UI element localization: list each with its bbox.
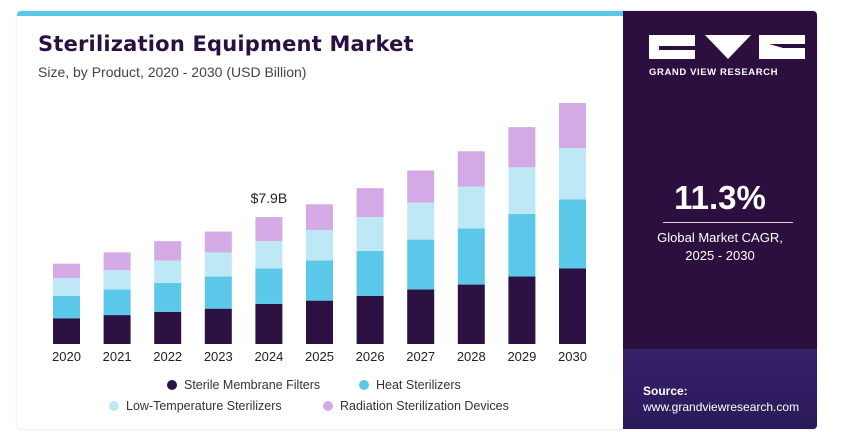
x-tick-label: 2029 — [507, 349, 536, 364]
cagr-label-line2: 2025 - 2030 — [685, 248, 755, 263]
bar-segment-2021-sterile-membrane-filters — [103, 315, 131, 344]
bar-segment-2024-radiation-sterilization-devices — [255, 217, 283, 242]
bar-segment-2027-low-temperature-sterilizers — [407, 202, 435, 240]
bar-segment-2026-heat-sterilizers — [356, 250, 384, 296]
bar-segment-2026-low-temperature-sterilizers — [356, 217, 384, 251]
bar-segment-2027-radiation-sterilization-devices — [407, 170, 435, 203]
bar-segment-2023-low-temperature-sterilizers — [204, 252, 232, 277]
logo-cutout-right — [769, 44, 805, 48]
bar-segment-2022-heat-sterilizers — [154, 282, 182, 312]
bar-segment-2022-radiation-sterilization-devices — [154, 241, 182, 261]
bar-segment-2024-sterile-membrane-filters — [255, 303, 283, 344]
x-tick-label: 2026 — [356, 349, 385, 364]
bar-segment-2030-heat-sterilizers — [559, 199, 586, 269]
brand-name: GRAND VIEW RESEARCH — [649, 67, 779, 78]
bar-segment-2028-low-temperature-sterilizers — [457, 186, 485, 229]
x-tick-label: 2028 — [457, 349, 486, 364]
bar-segment-2021-low-temperature-sterilizers — [103, 270, 131, 290]
bar-segment-2028-radiation-sterilization-devices — [457, 151, 485, 187]
x-tick-label: 2022 — [153, 349, 182, 364]
bar-segment-2028-sterile-membrane-filters — [457, 284, 485, 344]
bar-segment-2029-low-temperature-sterilizers — [508, 167, 536, 214]
cagr-divider — [663, 222, 793, 223]
x-tick-label: 2021 — [103, 349, 132, 364]
data-label-annotation: $7.9B — [251, 190, 288, 206]
legend-item-sterile-membrane-filters: Sterile Membrane Filters — [167, 378, 320, 392]
bar-segment-2020-sterile-membrane-filters — [53, 318, 80, 344]
bar-segment-2022-low-temperature-sterilizers — [154, 260, 182, 283]
source-link[interactable]: www.grandviewresearch.com — [643, 400, 800, 414]
x-tick-label: 2027 — [406, 349, 435, 364]
top-accent-bar — [17, 11, 623, 16]
bar-segment-2022-sterile-membrane-filters — [154, 311, 182, 344]
bar-segment-2024-heat-sterilizers — [255, 268, 283, 304]
logo-chevron — [705, 35, 751, 59]
source-title: Source: — [643, 384, 688, 398]
bar-segment-2028-heat-sterilizers — [457, 228, 485, 285]
legend-swatch — [167, 380, 177, 390]
legend-swatch — [323, 401, 333, 411]
legend-item-low-temperature-sterilizers: Low-Temperature Sterilizers — [109, 399, 282, 413]
bar-segment-2023-heat-sterilizers — [204, 276, 232, 309]
bar-segment-2030-sterile-membrane-filters — [559, 268, 586, 344]
x-tick-label: 2030 — [558, 349, 587, 364]
bar-segment-2029-sterile-membrane-filters — [508, 276, 536, 344]
legend-label: Low-Temperature Sterilizers — [126, 399, 282, 413]
bar-segment-2020-low-temperature-sterilizers — [53, 278, 80, 296]
cagr-label: Global Market CAGR, 2025 - 2030 — [623, 229, 817, 265]
chart-title: Sterilization Equipment Market — [38, 32, 414, 56]
cagr-label-line1: Global Market CAGR, — [657, 230, 783, 245]
bar-segment-2027-sterile-membrane-filters — [407, 289, 435, 344]
source-band — [623, 349, 817, 429]
bar-segment-2030-radiation-sterilization-devices — [559, 103, 586, 149]
bar-segment-2024-low-temperature-sterilizers — [255, 241, 283, 269]
legend-swatch — [109, 401, 119, 411]
logo-cutout — [659, 46, 695, 50]
legend-label: Sterile Membrane Filters — [184, 378, 321, 392]
bar-segment-2023-radiation-sterilization-devices — [204, 231, 232, 253]
legend-item-heat-sterilizers: Heat Sterilizers — [359, 378, 461, 392]
bar-segment-2025-sterile-membrane-filters — [306, 300, 333, 344]
bar-segment-2023-sterile-membrane-filters — [204, 308, 232, 344]
legend-swatch — [359, 380, 369, 390]
chart-subtitle: Size, by Product, 2020 - 2030 (USD Billi… — [38, 64, 307, 80]
bar-segment-2025-low-temperature-sterilizers — [306, 229, 333, 261]
x-tick-label: 2023 — [204, 349, 233, 364]
bar-segment-2026-sterile-membrane-filters — [356, 295, 384, 344]
bar-segment-2021-heat-sterilizers — [103, 289, 131, 316]
legend-label: Heat Sterilizers — [376, 378, 461, 392]
chart-card: Sterilization Equipment Market Size, by … — [17, 11, 817, 429]
bar-segment-2030-low-temperature-sterilizers — [559, 148, 586, 200]
bar-segment-2026-radiation-sterilization-devices — [356, 188, 384, 218]
x-tick-label: 2025 — [305, 349, 334, 364]
legend-label: Radiation Sterilization Devices — [340, 399, 509, 413]
x-tick-label: 2020 — [52, 349, 81, 364]
bar-chart: 2020 2021 2022 2023 2024 $7.9B 2025 2026 2027 202… — [52, 103, 587, 364]
bar-segment-2025-heat-sterilizers — [306, 260, 333, 301]
bar-segment-2029-radiation-sterilization-devices — [508, 127, 536, 168]
bar-segment-2029-heat-sterilizers — [508, 213, 536, 277]
bar-segment-2025-radiation-sterilization-devices — [306, 204, 333, 230]
brand-logo — [649, 35, 805, 59]
bar-segment-2027-heat-sterilizers — [407, 239, 435, 290]
legend-item-radiation-sterilization-devices: Radiation Sterilization Devices — [323, 399, 509, 413]
bar-segment-2020-heat-sterilizers — [53, 295, 80, 319]
bar-segment-2020-radiation-sterilization-devices — [53, 263, 80, 279]
info-panel: GRAND VIEW RESEARCH 11.3% Global Market … — [623, 11, 817, 429]
cagr-value: 11.3% — [674, 179, 766, 216]
x-tick-label: 2024 — [254, 349, 283, 364]
bar-segment-2021-radiation-sterilization-devices — [103, 252, 131, 271]
